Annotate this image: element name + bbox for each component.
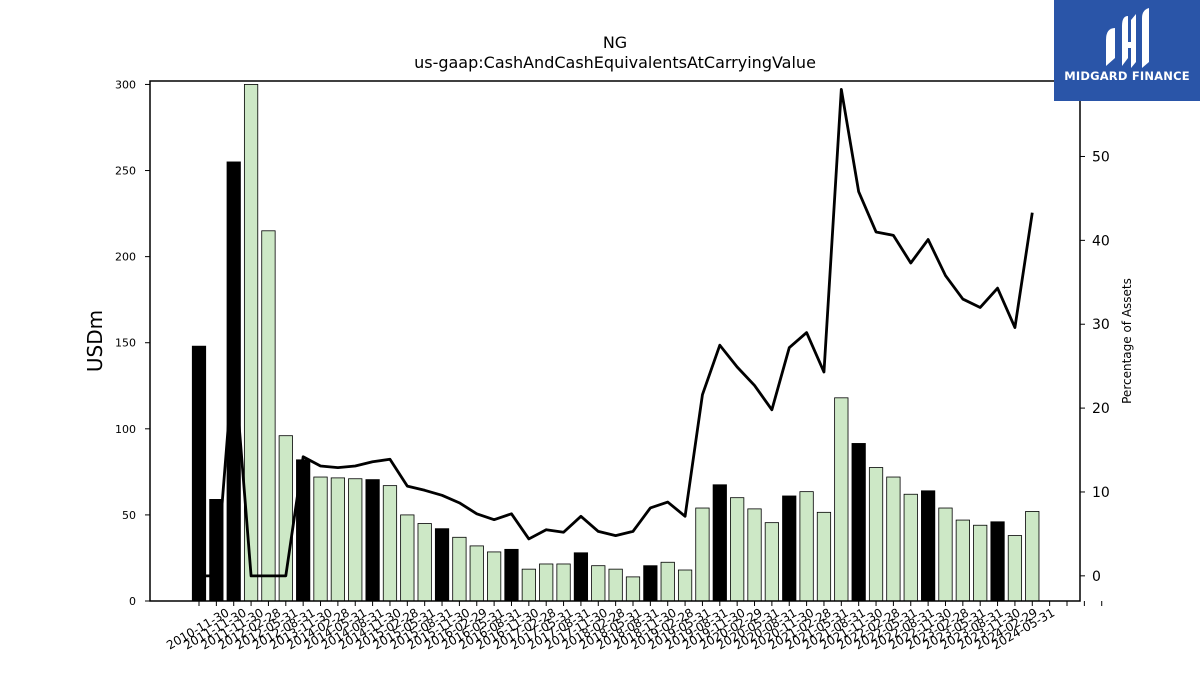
bar-42	[921, 490, 936, 602]
plot-frame	[149, 80, 1081, 602]
bars-layer	[191, 84, 1040, 602]
bar-24	[608, 568, 623, 602]
bar-38	[851, 443, 866, 602]
bar-44	[955, 519, 970, 602]
y-tick-label-150: 150	[115, 337, 136, 350]
bar-20	[539, 563, 554, 602]
y2-tick-label-30: 30	[1092, 317, 1110, 333]
midgard-logo-icon	[1106, 8, 1149, 68]
bar-29	[695, 507, 710, 602]
series-line-percentage-of-assets	[199, 87, 1034, 578]
bar-43	[938, 507, 953, 602]
bar-36	[816, 511, 832, 602]
y-tick-label-250: 250	[115, 165, 136, 178]
bar-10	[365, 479, 380, 602]
y2-tick-label-50: 50	[1092, 149, 1110, 165]
bar-39	[868, 467, 884, 602]
bar-8	[330, 477, 345, 602]
bar-16	[469, 545, 484, 602]
bar-11	[382, 485, 398, 602]
bar-19	[521, 568, 536, 602]
bar-0	[191, 345, 207, 602]
midgard-finance-logo: MIDGARD FINANCE	[1054, 0, 1200, 101]
bar-17	[487, 551, 502, 602]
bar-21	[556, 563, 571, 602]
bar-35	[799, 491, 814, 602]
bar-4	[261, 230, 276, 602]
y-tick-label-0: 0	[129, 595, 136, 608]
y-tick-label-50: 50	[122, 509, 136, 522]
bar-9	[348, 478, 363, 602]
bar-33	[764, 522, 779, 602]
bar-25	[625, 576, 641, 602]
bar-37	[834, 397, 849, 602]
y2-tick-label-10: 10	[1092, 485, 1110, 501]
y2-tick-label-20: 20	[1092, 401, 1110, 417]
bar-31	[730, 497, 745, 602]
line-layer	[199, 87, 1034, 578]
bar-28	[677, 569, 693, 602]
y-tick-label-200: 200	[115, 251, 136, 264]
bar-14	[434, 528, 450, 602]
bar-46	[990, 521, 1005, 602]
y-axis-label: USDm	[83, 310, 107, 372]
chart-title: NG	[603, 33, 627, 52]
bar-47	[1007, 535, 1023, 602]
bar-30	[712, 484, 727, 602]
y2-tick-label-0: 0	[1092, 569, 1101, 585]
y2-axis-label: Percentage of Assets	[1120, 278, 1134, 404]
y-tick-label-100: 100	[115, 423, 136, 436]
bar-34	[782, 495, 797, 602]
bar-13	[417, 523, 432, 602]
chart-subtitle: us-gaap:CashAndCashEquivalentsAtCarrying…	[414, 53, 816, 72]
bar-45	[973, 524, 988, 602]
bar-15	[452, 536, 467, 602]
bar-2	[226, 161, 241, 602]
bar-40	[886, 476, 901, 602]
bar-41	[903, 493, 918, 602]
bar-32	[747, 508, 762, 602]
y2-tick-label-40: 40	[1092, 233, 1110, 249]
bar-18	[504, 548, 519, 602]
logo-text: MIDGARD FINANCE	[1064, 69, 1190, 83]
bar-12	[400, 514, 415, 602]
bar-23	[591, 565, 606, 602]
axes-layer: 050100150200250300010203040502010-11-302…	[115, 78, 1110, 652]
bar-27	[660, 561, 675, 602]
y-tick-label-300: 300	[115, 78, 136, 91]
bar-7	[313, 476, 328, 602]
bar-22	[573, 552, 589, 602]
bar-48	[1025, 511, 1040, 602]
bar-26	[643, 565, 658, 602]
